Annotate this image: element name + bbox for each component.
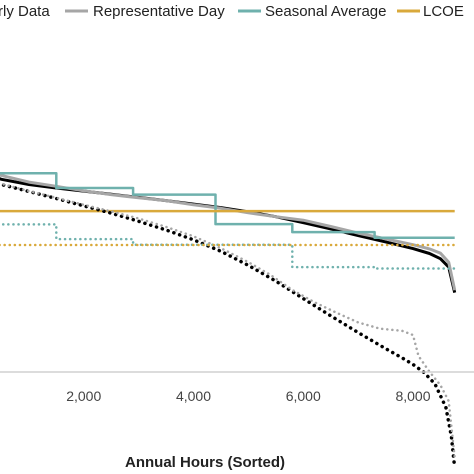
legend-label: LCOE [423, 3, 464, 20]
x-axis-title: Annual Hours (Sorted) [125, 454, 285, 471]
series-hourly-data-secondary [0, 182, 457, 470]
x-tick-label: 4,000 [176, 388, 211, 404]
legend: rly Data Representative Day Seasonal Avera… [0, 3, 464, 20]
legend-item: Representative Day [65, 3, 225, 20]
x-tick-label: 6,000 [286, 388, 321, 404]
series-representative-day-secondary [0, 182, 456, 459]
plot-area [0, 172, 457, 470]
legend-item: LCOE [397, 3, 464, 20]
legend-label: rly Data [0, 3, 50, 20]
x-tick-label: 8,000 [395, 388, 430, 404]
series-seasonal-average [0, 172, 455, 239]
x-axis-ticks: 2,000 4,000 6,000 8,000 [66, 388, 430, 404]
x-tick-label: 2,000 [66, 388, 101, 404]
legend-label: Seasonal Average [265, 3, 387, 20]
legend-label: Representative Day [93, 3, 225, 20]
legend-item: rly Data [0, 3, 50, 20]
legend-item: Seasonal Average [238, 3, 387, 20]
series-seasonal-average-secondary [0, 223, 456, 270]
